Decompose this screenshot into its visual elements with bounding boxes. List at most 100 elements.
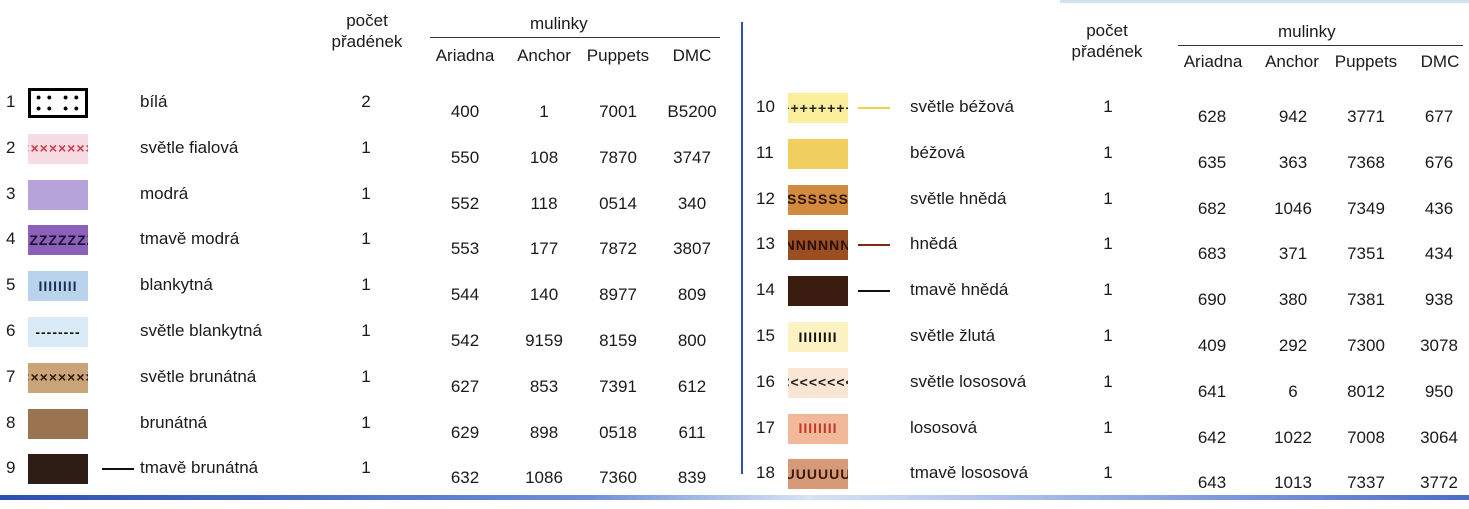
puppets-code: 7337 xyxy=(1347,473,1385,493)
anchor-code: 898 xyxy=(529,422,559,442)
swatch-symbol: ++++ xyxy=(818,99,848,116)
dmc-code: 950 xyxy=(1424,381,1454,401)
ariadna-code: 409 xyxy=(1197,336,1227,355)
count-header: počet přadének xyxy=(330,10,404,52)
anchor-code: 140 xyxy=(529,285,559,305)
dmc-code: B5200 xyxy=(667,102,717,121)
mulinky-header: mulinky xyxy=(530,14,588,33)
table-row: 10 ++++++++ světle béžová 1 628 942 3771 677 xyxy=(748,93,1469,143)
row-number: 17 xyxy=(756,417,775,437)
ariadna-code: 683 xyxy=(1197,244,1227,264)
dmc-code: 612 xyxy=(677,376,707,396)
dmc-code: 3772 xyxy=(1420,473,1458,493)
count-header-line1-right: počet xyxy=(1086,21,1128,40)
ariadna-code: 544 xyxy=(450,285,480,305)
table-row: 6 ---- ---- světle blankytná 1 542 9159 8159 800 xyxy=(0,317,740,367)
color-swatch: IIII IIII xyxy=(788,322,848,352)
row-number: 7 xyxy=(6,366,16,386)
dmc-code: 809 xyxy=(677,285,707,305)
anchor-code: 371 xyxy=(1278,244,1308,264)
swatch-symbol: IIII xyxy=(58,277,78,294)
puppets-code: 7360 xyxy=(599,468,637,488)
dmc-code: 3064 xyxy=(1420,427,1458,447)
table-row: 13 NNNNNNNN hnědá 1 683 371 7351 434 xyxy=(748,230,1469,280)
swatch-symbol: IIII xyxy=(38,277,58,294)
color-swatch: ×××××××× xyxy=(28,133,88,164)
ariadna-code: 550 xyxy=(450,147,480,167)
puppets-code: 7391 xyxy=(599,376,637,396)
ariadna-code: 632 xyxy=(450,468,480,488)
backstitch-mark-icon xyxy=(858,290,890,293)
swatch-symbol: IIII xyxy=(818,328,838,345)
col-anchor-header-right: Anchor xyxy=(1265,52,1319,71)
color-name: světle žlutá xyxy=(910,326,996,345)
skein-count: 1 xyxy=(1103,97,1113,116)
backstitch-mark-icon xyxy=(858,244,890,247)
table-row: 4 ZZZZZZZZ tmavě modrá 1 553 177 7872 3807 xyxy=(0,225,740,275)
anchor-code: 1 xyxy=(539,102,549,121)
skein-count: 1 xyxy=(1103,280,1113,300)
skein-count: 1 xyxy=(1103,371,1113,391)
ariadna-code: 682 xyxy=(1197,198,1227,218)
puppets-code: 3771 xyxy=(1347,107,1385,126)
swatch-symbol: <<<< xyxy=(788,374,818,391)
row-number: 8 xyxy=(6,412,16,432)
row-number: 5 xyxy=(6,275,16,295)
color-swatch xyxy=(28,454,88,485)
puppets-code: 7368 xyxy=(1347,152,1385,172)
color-swatch: IIII IIII xyxy=(788,413,848,444)
row-number: 1 xyxy=(6,92,16,111)
anchor-code: 108 xyxy=(529,147,559,167)
row-number: 18 xyxy=(756,463,775,483)
count-header-line2-right: přadének xyxy=(1071,42,1143,61)
row-number: 11 xyxy=(756,142,774,162)
color-swatch: • • • • • • • • xyxy=(28,88,88,118)
left-table: počet přadének mulinky Ariadna Anchor Pu… xyxy=(0,0,740,500)
ariadna-code: 635 xyxy=(1197,152,1227,172)
anchor-code: 118 xyxy=(530,193,558,213)
ariadna-code: 642 xyxy=(1197,427,1227,447)
dmc-code: 677 xyxy=(1424,107,1454,126)
col-dmc-header-right: DMC xyxy=(1420,52,1460,71)
dmc-code: 839 xyxy=(677,468,707,488)
color-name: béžová xyxy=(910,142,965,162)
col-anchor-header: Anchor xyxy=(517,46,571,65)
swatch-symbol: • • • • xyxy=(63,89,80,116)
top-accent-line xyxy=(1060,0,1469,3)
puppets-code: 7001 xyxy=(599,102,637,121)
skein-count: 1 xyxy=(1103,326,1113,345)
ariadna-code: 553 xyxy=(450,239,480,259)
puppets-code: 7870 xyxy=(599,147,637,167)
anchor-code: 177 xyxy=(529,239,559,259)
ariadna-code: 643 xyxy=(1197,473,1227,493)
color-swatch: SSSSSSSS xyxy=(788,184,848,215)
swatch-symbol: • • • • xyxy=(36,89,53,116)
col-puppets-header-right: Puppets xyxy=(1334,52,1398,71)
table-row: 5 IIII IIII blankytná 1 544 140 8977 809 xyxy=(0,271,740,321)
dmc-code: 3747 xyxy=(673,147,711,167)
row-number: 2 xyxy=(6,137,16,157)
color-swatch xyxy=(28,408,88,439)
ariadna-code: 542 xyxy=(450,331,480,350)
table-row: 1 • • • • • • • • bílá 2 400 1 7001 B5200 xyxy=(0,88,740,138)
right-table: počet přadének mulinky Ariadna Anchor Pu… xyxy=(748,0,1469,500)
color-name: tmavě brunátná xyxy=(140,458,259,478)
color-name: světle béžová xyxy=(910,97,1014,116)
swatch-symbol: ---- xyxy=(58,323,81,340)
dmc-code: 3078 xyxy=(1420,336,1458,355)
color-name: světle fialová xyxy=(140,137,239,157)
skein-count: 1 xyxy=(361,229,371,249)
swatch-symbol: ×××× xyxy=(58,140,88,157)
count-header-right: počet přadének xyxy=(1070,20,1144,62)
skein-count: 1 xyxy=(1103,142,1113,162)
color-name: světle brunátná xyxy=(140,366,257,386)
col-dmc-header: DMC xyxy=(672,46,712,65)
dmc-code: 436 xyxy=(1424,198,1454,218)
table-row: 17 IIII IIII lososová 1 642 1022 7008 3064 xyxy=(748,413,1469,464)
row-number: 12 xyxy=(756,188,775,208)
